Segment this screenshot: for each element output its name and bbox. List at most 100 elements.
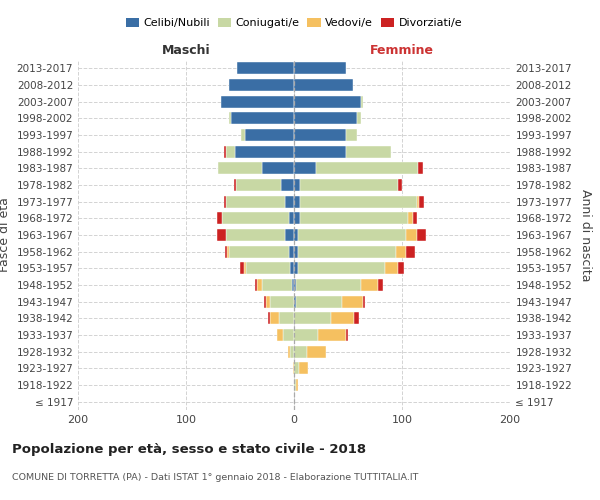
Bar	[270, 296, 294, 308]
Bar	[341, 296, 363, 308]
Bar	[287, 346, 290, 358]
Bar	[294, 346, 307, 358]
Bar	[294, 329, 318, 341]
Y-axis label: Anni di nascita: Anni di nascita	[578, 188, 592, 281]
Bar	[289, 212, 294, 224]
Bar	[298, 229, 406, 241]
Bar	[361, 279, 378, 291]
Bar	[346, 329, 348, 341]
Bar	[296, 379, 298, 391]
Bar	[266, 296, 270, 308]
Bar	[294, 79, 353, 91]
Bar	[406, 229, 417, 241]
Bar	[395, 246, 406, 258]
Text: COMUNE DI TORRETTA (PA) - Dati ISTAT 1° gennaio 2018 - Elaborazione TUTTITALIA.I: COMUNE DI TORRETTA (PA) - Dati ISTAT 1° …	[12, 472, 418, 482]
Bar	[279, 312, 294, 324]
Bar	[378, 279, 383, 291]
Bar	[298, 262, 385, 274]
Bar	[225, 246, 227, 258]
Bar	[226, 229, 286, 241]
Bar	[229, 246, 289, 258]
Bar	[286, 196, 294, 207]
Bar	[398, 262, 404, 274]
Bar	[224, 146, 226, 158]
Bar	[244, 262, 247, 274]
Bar	[406, 246, 415, 258]
Bar	[419, 196, 424, 207]
Bar	[226, 196, 286, 207]
Bar	[294, 246, 298, 258]
Bar	[331, 312, 355, 324]
Bar	[413, 212, 417, 224]
Bar	[294, 196, 301, 207]
Bar	[227, 246, 229, 258]
Bar	[356, 112, 361, 124]
Bar	[229, 112, 232, 124]
Bar	[245, 129, 294, 141]
Bar	[241, 129, 245, 141]
Bar	[229, 79, 294, 91]
Bar	[318, 329, 346, 341]
Bar	[294, 262, 298, 274]
Bar	[294, 212, 301, 224]
Bar	[277, 329, 283, 341]
Bar	[417, 229, 426, 241]
Bar	[355, 312, 359, 324]
Bar	[296, 296, 341, 308]
Bar	[294, 96, 361, 108]
Bar	[292, 279, 294, 291]
Bar	[385, 262, 398, 274]
Bar	[301, 196, 417, 207]
Bar	[268, 312, 270, 324]
Bar	[293, 362, 294, 374]
Bar	[262, 279, 292, 291]
Y-axis label: Fasce di età: Fasce di età	[0, 198, 11, 272]
Bar	[346, 146, 391, 158]
Bar	[270, 312, 279, 324]
Bar	[294, 146, 346, 158]
Bar	[232, 112, 294, 124]
Bar	[281, 179, 294, 191]
Bar	[294, 279, 296, 291]
Bar	[240, 262, 244, 274]
Bar	[233, 179, 236, 191]
Bar	[294, 179, 301, 191]
Bar	[298, 246, 395, 258]
Bar	[294, 362, 299, 374]
Bar	[294, 129, 346, 141]
Bar	[301, 179, 398, 191]
Bar	[257, 279, 262, 291]
Bar	[417, 196, 419, 207]
Bar	[286, 229, 294, 241]
Bar	[294, 312, 331, 324]
Bar	[283, 329, 294, 341]
Legend: Celibi/Nubili, Coniugati/e, Vedovi/e, Divorziati/e: Celibi/Nubili, Coniugati/e, Vedovi/e, Di…	[121, 13, 467, 32]
Bar	[346, 129, 356, 141]
Bar	[316, 162, 418, 174]
Text: Popolazione per età, sesso e stato civile - 2018: Popolazione per età, sesso e stato civil…	[12, 442, 366, 456]
Bar	[296, 279, 361, 291]
Bar	[418, 162, 422, 174]
Bar	[264, 296, 266, 308]
Bar	[226, 146, 235, 158]
Bar	[255, 279, 257, 291]
Bar	[221, 212, 289, 224]
Bar	[217, 229, 226, 241]
Bar	[398, 179, 402, 191]
Bar	[294, 162, 316, 174]
Bar	[262, 162, 294, 174]
Bar	[307, 346, 326, 358]
Bar	[236, 179, 281, 191]
Bar	[290, 346, 294, 358]
Bar	[301, 212, 409, 224]
Text: Maschi: Maschi	[161, 44, 211, 57]
Bar	[294, 296, 296, 308]
Bar	[289, 246, 294, 258]
Bar	[224, 196, 226, 207]
Bar	[299, 362, 308, 374]
Bar	[294, 112, 356, 124]
Bar	[217, 212, 221, 224]
Bar	[361, 96, 363, 108]
Bar	[294, 379, 296, 391]
Bar	[221, 96, 294, 108]
